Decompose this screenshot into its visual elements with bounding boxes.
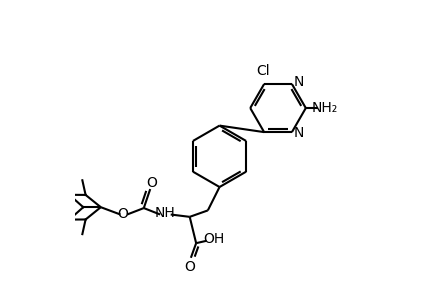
Text: N: N bbox=[293, 75, 304, 89]
Text: O: O bbox=[117, 207, 128, 221]
Text: O: O bbox=[184, 260, 195, 274]
Text: OH: OH bbox=[203, 232, 224, 246]
Text: NH₂: NH₂ bbox=[312, 101, 338, 115]
Text: Cl: Cl bbox=[256, 64, 270, 78]
Text: N: N bbox=[293, 126, 304, 140]
Text: NH: NH bbox=[154, 206, 175, 220]
Text: O: O bbox=[146, 176, 157, 190]
